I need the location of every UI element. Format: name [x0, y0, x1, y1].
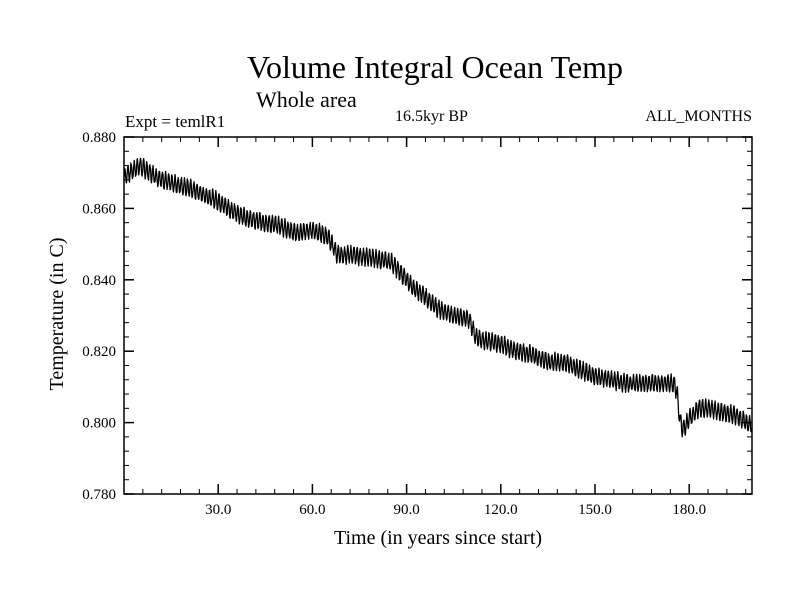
- x-tick-label: 180.0: [672, 502, 706, 518]
- x-tick-label: 120.0: [484, 502, 518, 518]
- chart-title: Volume Integral Ocean Temp: [247, 49, 623, 85]
- months-label: ALL_MONTHS: [645, 108, 752, 125]
- y-axis-label: Temperature (in C): [46, 238, 68, 391]
- x-tick-label: 90.0: [393, 502, 419, 518]
- y-tick-label: 0.840: [82, 273, 116, 289]
- tick-labels-layer: 30.0 60.0 90.0 120.0 150.0 180.0 0.780 0.800 0.8…: [82, 130, 706, 518]
- y-tick-label: 0.780: [82, 487, 116, 503]
- period-label: 16.5kyr BP: [395, 108, 468, 125]
- x-tick-label: 30.0: [205, 502, 231, 518]
- series-layer: [123, 157, 753, 438]
- plot-frame: [123, 136, 753, 495]
- series-line: [123, 157, 753, 438]
- y-tick-label: 0.820: [82, 344, 116, 360]
- experiment-label: Expt = temlR1: [125, 112, 225, 131]
- x-tick-label: 60.0: [299, 502, 325, 518]
- chart-subtitle: Whole area: [256, 87, 357, 112]
- y-tick-label: 0.800: [82, 416, 116, 432]
- y-tick-label: 0.860: [82, 201, 116, 217]
- x-axis-label: Time (in years since start): [334, 527, 542, 549]
- y-tick-label: 0.880: [82, 130, 116, 146]
- x-tick-label: 150.0: [578, 502, 612, 518]
